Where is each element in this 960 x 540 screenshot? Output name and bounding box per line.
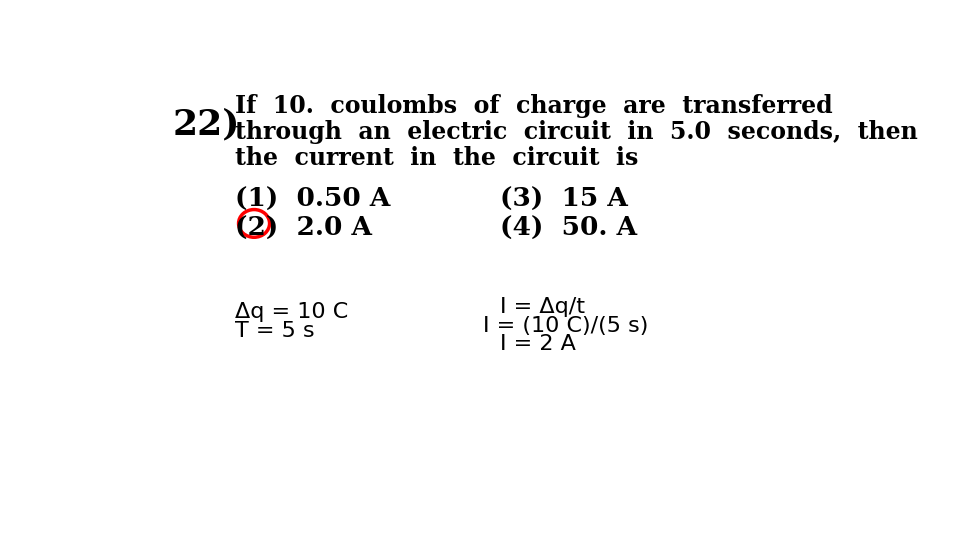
Text: T = 5 s: T = 5 s (234, 321, 314, 341)
Text: I = Δq/t: I = Δq/t (500, 298, 585, 318)
Text: I = (10 C)/(5 s): I = (10 C)/(5 s) (483, 316, 648, 336)
Text: I = 2 A: I = 2 A (500, 334, 576, 354)
Text: (2)  2.0 A: (2) 2.0 A (234, 215, 372, 241)
Text: (3)  15 A: (3) 15 A (500, 186, 628, 212)
Text: If  10.  coulombs  of  charge  are  transferred: If 10. coulombs of charge are transferre… (234, 94, 832, 118)
Text: 22): 22) (173, 107, 240, 141)
Text: (1)  0.50 A: (1) 0.50 A (234, 186, 390, 212)
Text: Δq = 10 C: Δq = 10 C (234, 302, 348, 322)
Text: the  current  in  the  circuit  is: the current in the circuit is (234, 146, 638, 171)
Text: (4)  50. A: (4) 50. A (500, 215, 636, 241)
Text: through  an  electric  circuit  in  5.0  seconds,  then: through an electric circuit in 5.0 secon… (234, 120, 918, 144)
